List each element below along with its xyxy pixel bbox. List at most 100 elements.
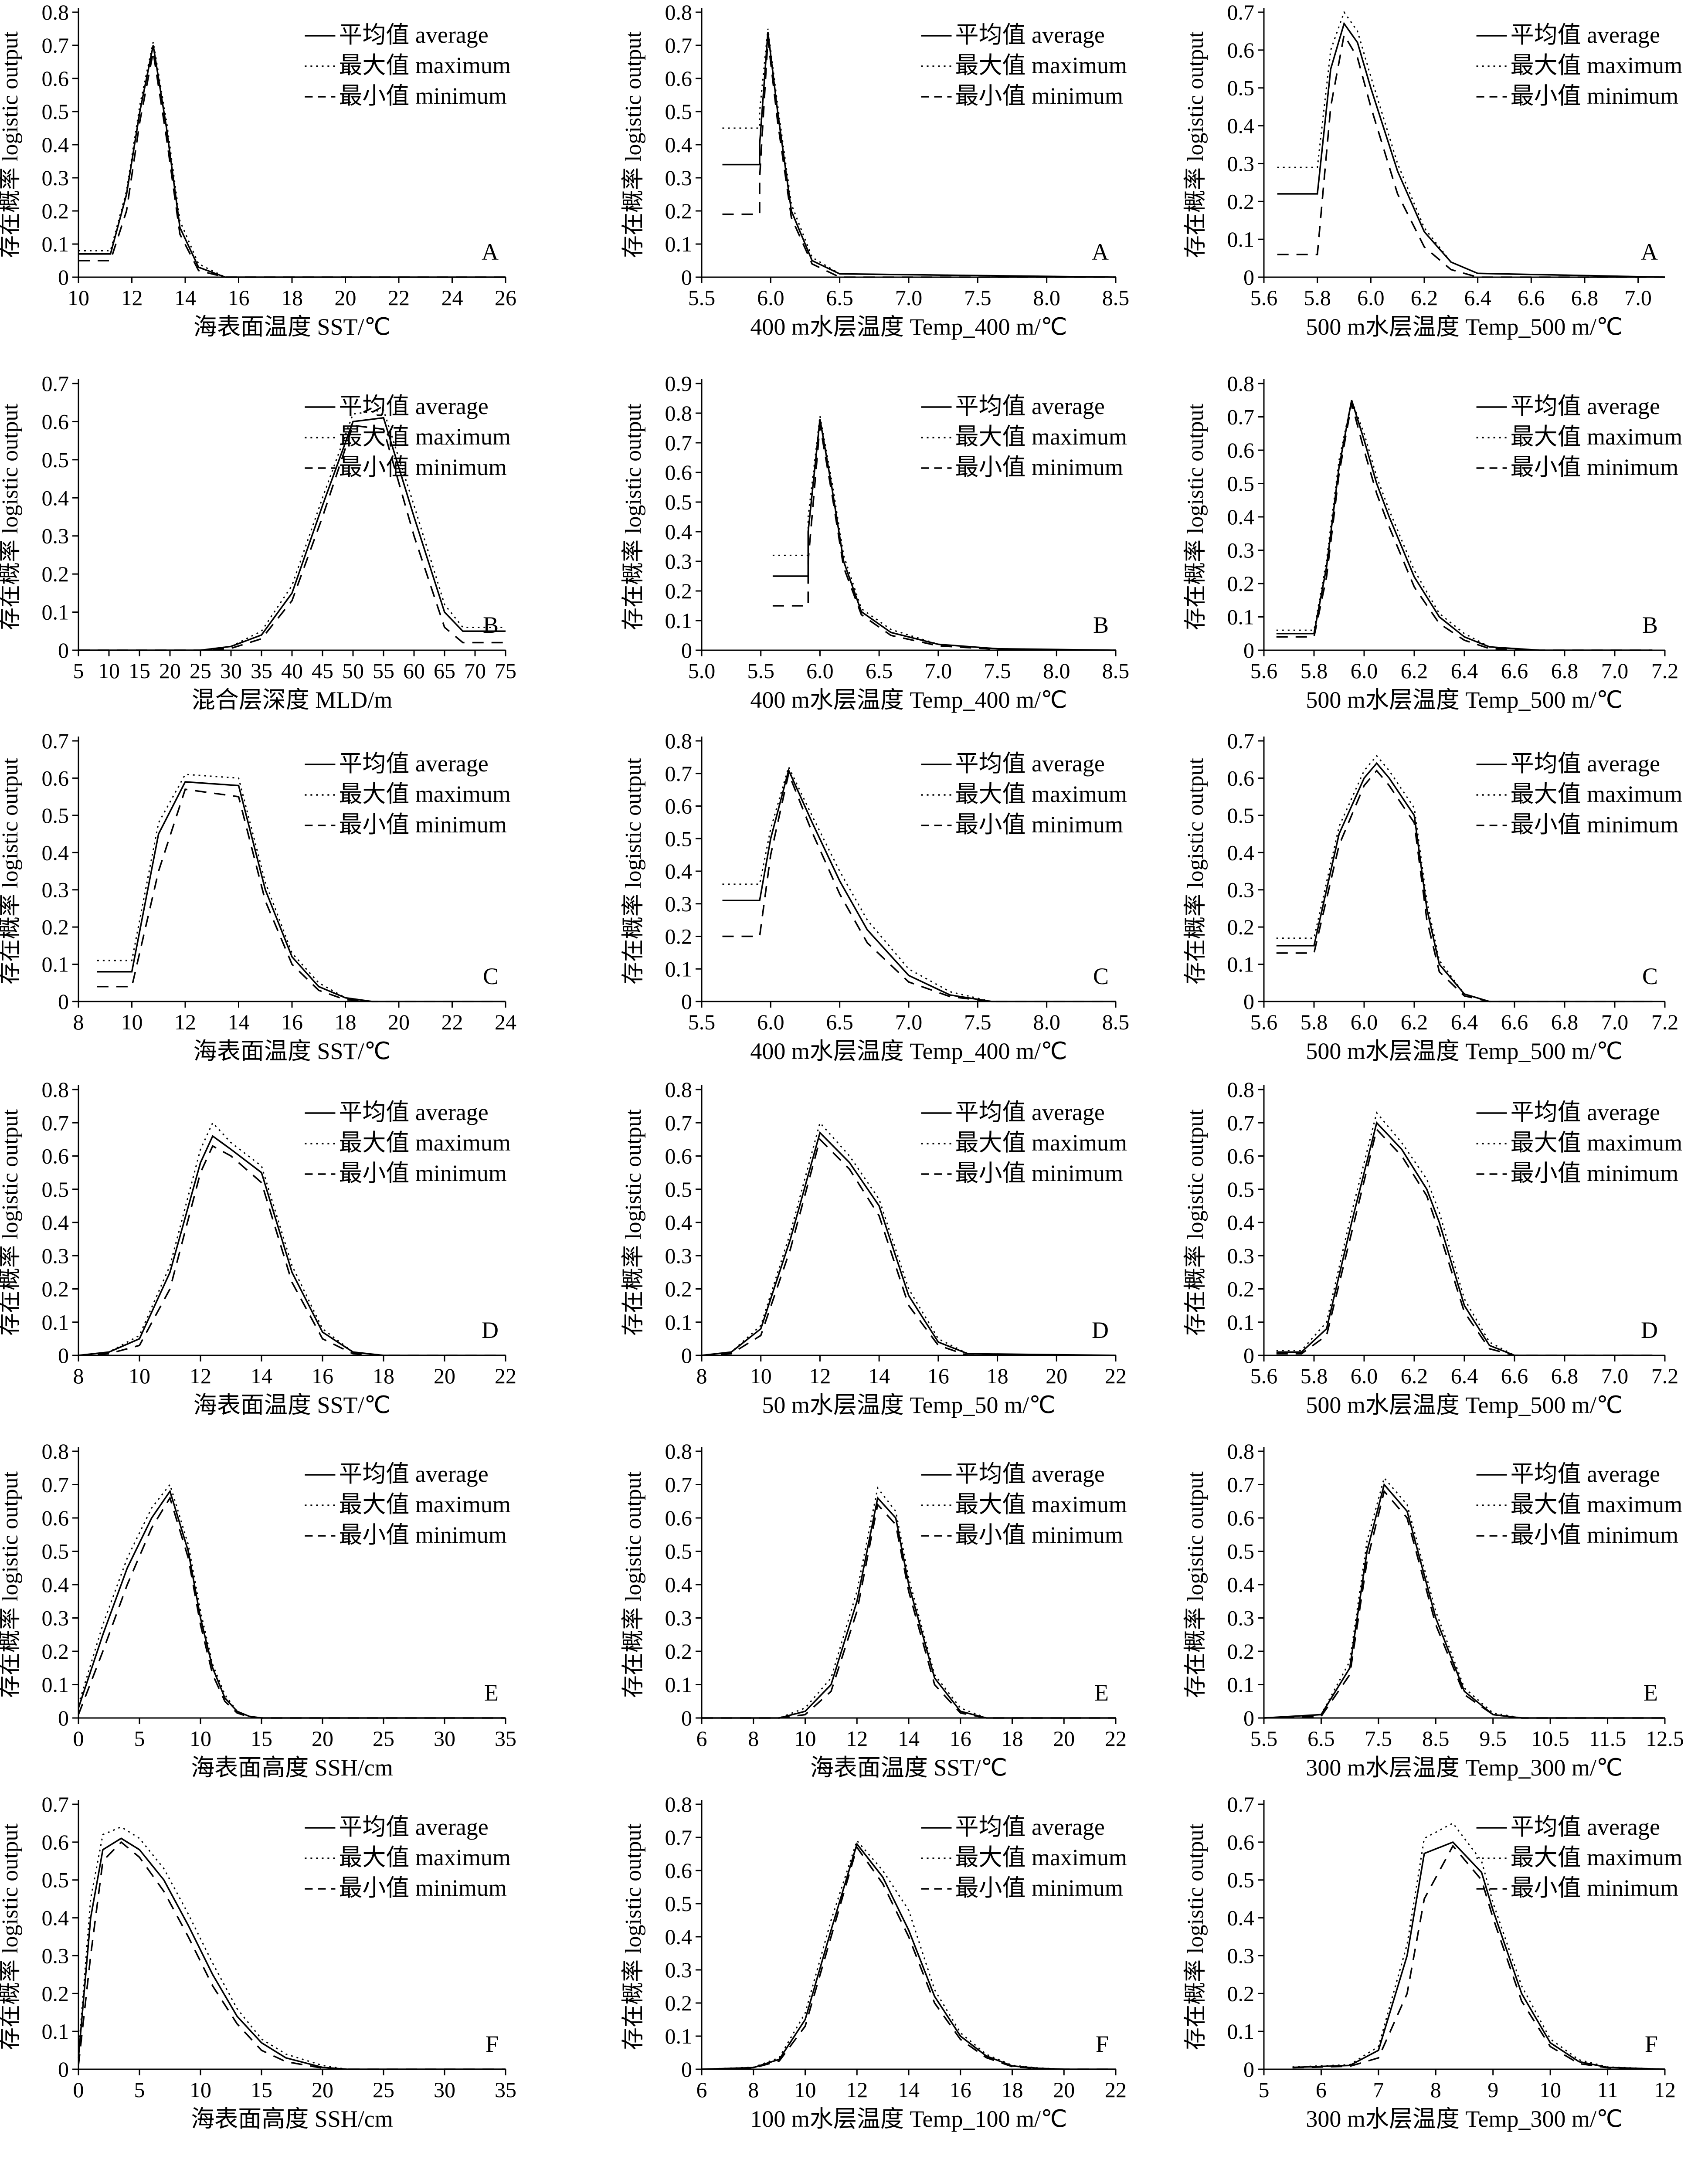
x-tick-label: 22	[1105, 1726, 1127, 1751]
x-tick-label: 5.8	[1304, 285, 1331, 310]
legend-label-minimum: 最小值 minimum	[339, 83, 507, 109]
legend-label-maximum: 最大值 maximum	[955, 1844, 1127, 1871]
x-tick-label: 6.2	[1401, 659, 1428, 683]
y-tick-label: 0.6	[42, 1144, 69, 1168]
y-tick-label: 0.5	[42, 1539, 69, 1564]
series-line-minimum	[722, 38, 1116, 278]
x-tick-label: 6.0	[806, 659, 834, 683]
x-tick-label: 7.0	[1601, 1364, 1629, 1388]
legend-label-average: 平均值 average	[1511, 22, 1660, 48]
legend-label-average: 平均值 average	[339, 750, 488, 777]
x-tick-label: 8	[73, 1010, 84, 1034]
x-tick-label: 10	[795, 1726, 816, 1751]
x-tick-label: 7.2	[1651, 1010, 1679, 1034]
series-line-maximum	[1276, 397, 1653, 651]
panel-c-col3: 5.6 5.8 6.0 6.2 6.4 6.6 6.8 7.0 7.2 0 0.1 0.2 0.3 0.4…	[1183, 729, 1682, 1064]
y-tick-label: 0.9	[665, 371, 693, 396]
legend-label-maximum: 最大值 maximum	[339, 424, 510, 450]
y-tick-label: 0.2	[665, 1277, 693, 1301]
y-tick-label: 0	[681, 638, 692, 662]
x-tick-label: 6.4	[1451, 659, 1478, 683]
y-tick-label: 0.5	[665, 1177, 693, 1202]
y-tick-label: 0	[58, 638, 69, 662]
x-tick-label: 18	[1002, 1726, 1023, 1751]
x-axis-label: 500 m水层温度 Temp_500 m/℃	[1306, 314, 1623, 340]
y-tick-label: 0.7	[1227, 1792, 1255, 1816]
y-tick-label: 0.1	[1227, 1310, 1255, 1334]
y-tick-label: 0.4	[42, 1572, 69, 1597]
legend-label-maximum: 最大值 maximum	[1511, 1844, 1682, 1871]
y-tick-label: 0.8	[42, 1077, 69, 1102]
y-tick-label: 0.3	[665, 1958, 693, 1982]
x-tick-label: 30	[434, 2078, 455, 2102]
x-tick-label: 12	[121, 285, 143, 310]
panel-d-col3: 5.6 5.8 6.0 6.2 6.4 6.6 6.8 7.0 7.2 0 0.1 0.2 0.3 0.4…	[1183, 1077, 1682, 1418]
y-tick-label: 0.5	[1227, 1868, 1255, 1892]
y-tick-label: 0.7	[665, 1473, 693, 1497]
x-tick-label: 16	[281, 1010, 303, 1034]
x-tick-label: 8.5	[1422, 1726, 1450, 1751]
x-tick-label: 65	[434, 659, 455, 683]
y-tick-label: 0.2	[42, 915, 69, 939]
x-tick-label: 10	[190, 2078, 211, 2102]
x-tick-label: 6.2	[1411, 285, 1438, 310]
legend-label-minimum: 最小值 minimum	[1511, 1875, 1679, 1901]
y-tick-label: 0.2	[1227, 1981, 1255, 2006]
y-tick-label: 0.3	[1227, 1606, 1255, 1630]
x-tick-label: 7.5	[964, 285, 992, 310]
y-tick-label: 0.4	[1227, 1572, 1255, 1597]
x-tick-label: 7.5	[964, 1010, 992, 1034]
y-tick-label: 0.6	[42, 66, 69, 91]
x-tick-label: 8.5	[1102, 659, 1130, 683]
x-tick-label: 6.5	[826, 1010, 853, 1034]
y-tick-label: 0.6	[665, 1144, 693, 1168]
y-tick-label: 0.7	[1227, 405, 1255, 429]
y-tick-label: 0	[1243, 265, 1254, 289]
series-line-maximum	[97, 774, 506, 1002]
x-tick-label: 8	[1430, 2078, 1441, 2102]
series-line-average	[1263, 1483, 1665, 1719]
y-tick-label: 0.1	[665, 957, 693, 981]
legend-label-average: 平均值 average	[955, 22, 1105, 48]
panel-e-col3: 5.5 6.5 7.5 8.5 9.5 10.5 11.5 12.5 0 0.1 0.2 0.3 0.4…	[1183, 1439, 1684, 1781]
y-tick-label: 0.3	[665, 549, 693, 574]
y-tick-label: 0	[58, 989, 69, 1014]
legend-label-average: 平均值 average	[1511, 1461, 1660, 1487]
y-tick-label: 0.5	[42, 99, 69, 124]
panel-letter: A	[1641, 239, 1658, 265]
y-tick-label: 0.4	[1227, 1906, 1255, 1930]
x-tick-label: 7.2	[1651, 659, 1679, 683]
legend-label-maximum: 最大值 maximum	[1511, 52, 1682, 78]
series-line-maximum	[78, 409, 506, 651]
x-tick-label: 5	[134, 2078, 145, 2102]
x-axis-label: 300 m水层温度 Temp_300 m/℃	[1306, 1755, 1623, 1781]
y-tick-label: 0.2	[42, 1639, 69, 1664]
x-tick-label: 10	[121, 1010, 143, 1034]
x-axis-label: 100 m水层温度 Temp_100 m/℃	[750, 2106, 1067, 2132]
x-tick-label: 7.0	[1601, 659, 1629, 683]
x-tick-label: 7.5	[1365, 1726, 1392, 1751]
y-tick-label: 0.2	[1227, 915, 1255, 939]
y-tick-label: 0.2	[1227, 1277, 1255, 1301]
series-line-maximum	[78, 1121, 506, 1356]
y-tick-label: 0.2	[42, 562, 69, 586]
x-tick-label: 6.4	[1451, 1010, 1478, 1034]
x-tick-label: 35	[495, 1726, 516, 1751]
x-tick-label: 6.6	[1501, 1364, 1528, 1388]
x-tick-label: 6.4	[1451, 1364, 1478, 1388]
y-axis-label: 存在概率 logistic output	[0, 1823, 23, 2050]
x-tick-label: 5.8	[1301, 1364, 1328, 1388]
x-tick-label: 5.5	[688, 1010, 716, 1034]
y-tick-label: 0.1	[665, 2024, 693, 2048]
y-tick-label: 0.6	[1227, 1830, 1255, 1854]
y-tick-label: 0.4	[1227, 1210, 1255, 1235]
x-tick-label: 6.0	[1351, 1010, 1378, 1034]
x-tick-label: 75	[495, 659, 516, 683]
y-tick-label: 0.2	[1227, 1639, 1255, 1664]
y-tick-label: 0.7	[665, 33, 693, 58]
y-tick-label: 0.4	[665, 859, 693, 883]
series-line-maximum	[722, 765, 1116, 1002]
series-line-minimum	[78, 1841, 506, 2070]
panel-letter: F	[1645, 2031, 1658, 2057]
x-tick-label: 10	[795, 2078, 816, 2102]
